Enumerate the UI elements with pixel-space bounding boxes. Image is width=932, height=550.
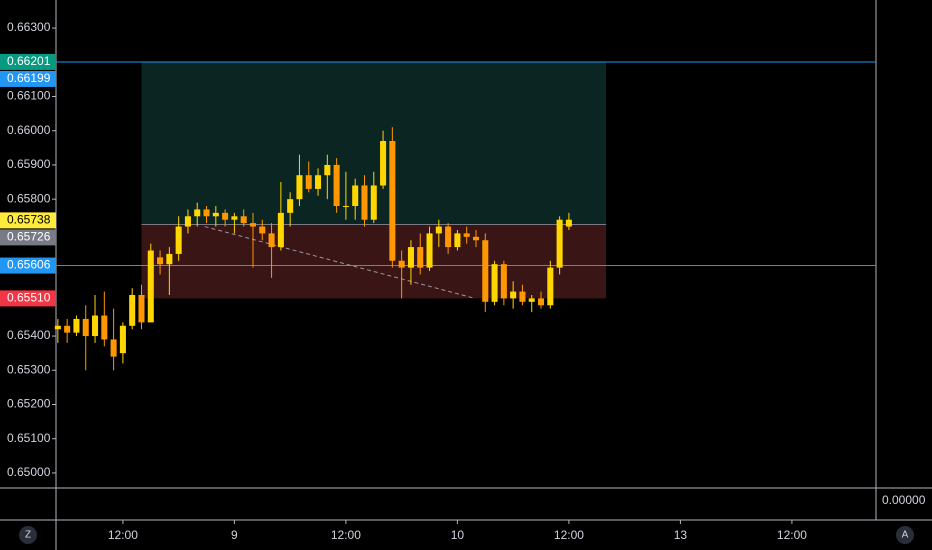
x-tick-label: 12:00 xyxy=(777,528,807,542)
y-tick-label: 0.66300 xyxy=(7,20,51,34)
y-tick-label: 0.65100 xyxy=(7,431,51,445)
price-label: 0.66201 xyxy=(7,54,51,68)
candle-body xyxy=(138,294,145,323)
candle-body xyxy=(194,209,201,217)
trade-line xyxy=(204,226,476,299)
candle-body xyxy=(287,199,294,213)
candle-body xyxy=(64,325,71,333)
candle-body xyxy=(482,240,489,302)
y-tick-label: 0.65800 xyxy=(7,191,51,205)
price-label: 0.66199 xyxy=(7,71,51,85)
button-label[interactable]: A xyxy=(902,530,909,541)
candle-body xyxy=(147,250,154,323)
candle-body xyxy=(538,298,545,306)
candle-body xyxy=(463,233,470,237)
price-label: 0.65606 xyxy=(7,258,51,272)
x-tick-label: 9 xyxy=(231,528,238,542)
candle-body xyxy=(305,175,312,189)
candle-body xyxy=(445,226,452,248)
price-label: 0.65510 xyxy=(7,291,51,305)
indicator-value: 0.00000 xyxy=(882,493,926,507)
y-tick-label: 0.65400 xyxy=(7,328,51,342)
x-tick-label: 13 xyxy=(674,528,688,542)
price-label-bg xyxy=(0,290,56,307)
candle-body xyxy=(398,260,405,268)
candle-body xyxy=(184,216,191,227)
candle-body xyxy=(491,264,498,302)
y-tick-label: 0.65200 xyxy=(7,397,51,411)
candle-body xyxy=(528,298,535,302)
candle-body xyxy=(54,325,61,330)
candle-body xyxy=(565,219,572,227)
candle-body xyxy=(324,164,331,176)
candle-body xyxy=(259,226,266,234)
candle-body xyxy=(417,247,424,268)
x-tick-label: 12:00 xyxy=(331,528,361,542)
candle-body xyxy=(296,175,303,200)
y-tick-label: 0.65000 xyxy=(7,465,51,479)
candle-body xyxy=(277,212,284,248)
candle-body xyxy=(500,264,507,299)
button-label[interactable]: Z xyxy=(25,530,31,541)
loss-zone xyxy=(141,224,607,299)
price-label-bg xyxy=(0,257,56,274)
candle-body xyxy=(268,233,275,248)
price-label-bg xyxy=(0,212,56,229)
price-label-bg xyxy=(0,70,56,87)
candle-body xyxy=(110,339,117,357)
price-label-bg xyxy=(0,53,56,70)
price-label: 0.65726 xyxy=(7,230,51,244)
price-label-bg xyxy=(0,229,56,246)
candle-body xyxy=(315,175,322,189)
y-tick-label: 0.66100 xyxy=(7,89,51,103)
candle-body xyxy=(92,315,99,337)
candle-body xyxy=(222,212,229,220)
candle-body xyxy=(240,216,247,224)
price-label: 0.65738 xyxy=(7,213,51,227)
candle-body xyxy=(472,236,480,241)
candle-body xyxy=(333,164,340,207)
candle-body xyxy=(407,247,414,268)
y-tick-label: 0.65900 xyxy=(7,157,51,171)
candle-body xyxy=(426,233,433,268)
candle-body xyxy=(231,216,238,220)
x-tick-label: 12:00 xyxy=(554,528,584,542)
candle-body xyxy=(249,223,257,227)
candle-body xyxy=(547,267,554,306)
candle-body xyxy=(166,253,173,265)
candle-body xyxy=(119,325,126,354)
button[interactable] xyxy=(19,526,37,544)
candle-body xyxy=(519,291,526,302)
x-tick-label: 10 xyxy=(451,528,465,542)
candle-body xyxy=(157,257,164,265)
button[interactable] xyxy=(896,526,914,544)
candle-body xyxy=(73,318,80,333)
y-tick-label: 0.66000 xyxy=(7,123,51,137)
candle-body xyxy=(361,185,368,220)
candle-body xyxy=(129,294,136,326)
candle-body xyxy=(82,318,89,337)
candle-body xyxy=(510,291,517,299)
candle-body xyxy=(454,233,461,248)
candle-body xyxy=(203,209,210,217)
candle-body xyxy=(342,206,349,208)
candle-body xyxy=(370,185,377,220)
candle-body xyxy=(556,219,563,268)
y-tick-label: 0.65300 xyxy=(7,362,51,376)
x-tick-label: 12:00 xyxy=(108,528,138,542)
candle-body xyxy=(101,315,108,340)
candle-body xyxy=(435,226,442,234)
candle-body xyxy=(389,140,396,261)
candle-body xyxy=(352,185,359,207)
candle-body xyxy=(380,140,387,186)
candle-body xyxy=(212,212,219,217)
candle-body xyxy=(175,226,182,254)
